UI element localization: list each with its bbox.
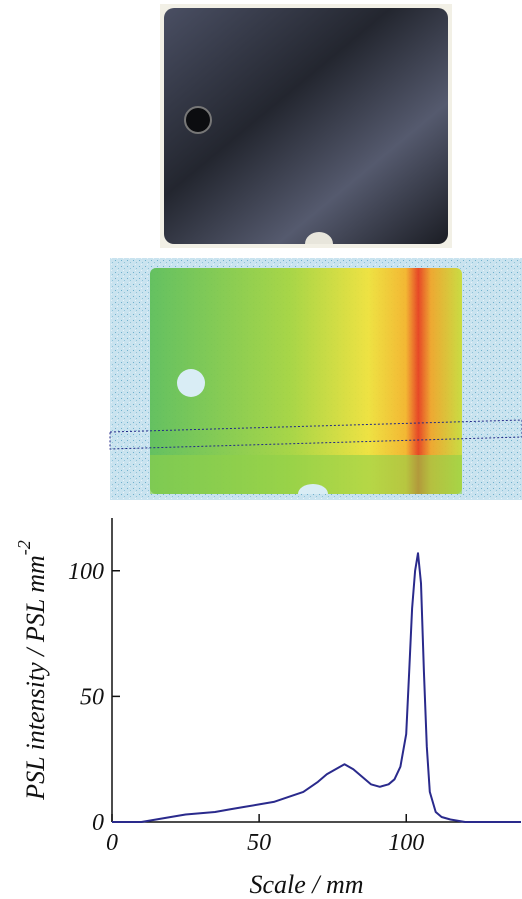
x-axis-label: Scale / mm	[249, 870, 363, 899]
data-line	[112, 552, 521, 823]
heatmap	[109, 258, 522, 500]
x-tick-label: 100	[388, 830, 424, 856]
y-tick-label: 50	[80, 684, 104, 710]
photo	[160, 4, 452, 248]
y-axis-label-text: PSL intensity / PSL mm	[21, 555, 50, 801]
x-tick-label: 0	[106, 830, 118, 856]
y-tick-label: 100	[68, 559, 104, 585]
y-tick-label: 0	[92, 810, 104, 836]
y-axis-label-superscript: -2	[14, 540, 34, 555]
y-axis-label: PSL intensity / PSL mm-2	[14, 540, 50, 801]
x-tick-label: 50	[247, 830, 271, 856]
chart: 0 50 100 0 50 100 Scale / mm PSL intensity / PS…	[14, 518, 521, 899]
